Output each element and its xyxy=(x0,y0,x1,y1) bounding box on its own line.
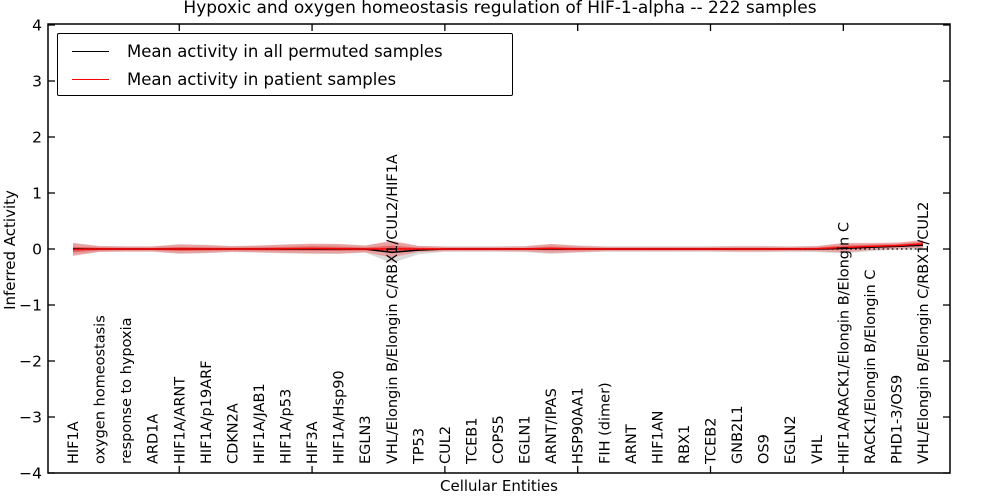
x-category-label: HIF1A xyxy=(66,421,82,464)
x-category-label: RACK1/Elongin B/Elongin C xyxy=(863,270,879,464)
y-tick-label: 2 xyxy=(32,129,42,147)
y-tick-label: 4 xyxy=(32,17,42,35)
y-tick-label: −2 xyxy=(19,353,42,371)
x-category-label: ARNT/IPAS xyxy=(544,388,560,464)
x-category-label: COPS5 xyxy=(491,415,507,464)
x-category-label: RBX1 xyxy=(677,425,693,464)
legend-line-permuted-icon xyxy=(72,50,109,52)
x-category-label: HIF1A/p19ARF xyxy=(199,360,215,464)
legend-item-permuted: Mean activity in all permuted samples xyxy=(58,37,512,65)
x-category-label: EGLN2 xyxy=(783,415,799,464)
x-category-label: VHL/Elongin B/Elongin C/RBX1/CUL2 xyxy=(916,202,932,464)
x-category-label: HIF3A xyxy=(305,421,321,464)
permuted-std-band xyxy=(73,241,923,263)
x-category-label: HIF1A/p53 xyxy=(279,389,295,464)
x-category-label: TCEB1 xyxy=(464,418,480,465)
x-category-label: PHD1-3/OS9 xyxy=(889,375,905,464)
x-category-label: HIF1A/JAB1 xyxy=(252,383,268,464)
x-category-label: ARNT xyxy=(624,424,640,464)
y-tick-label: −4 xyxy=(19,465,42,483)
y-tick-label: −3 xyxy=(19,409,42,427)
x-category-label: CUL2 xyxy=(438,426,454,464)
legend-item-patient: Mean activity in patient samples xyxy=(58,65,512,93)
legend: Mean activity in all permuted samples Me… xyxy=(57,33,513,96)
x-category-label: OS9 xyxy=(757,434,773,464)
x-category-label: VHL xyxy=(810,435,826,464)
x-category-label: HIF1A/ARNT xyxy=(172,377,188,464)
legend-line-patient-icon xyxy=(72,78,109,80)
y-tick-label: 3 xyxy=(32,73,42,91)
y-tick-label: 0 xyxy=(32,241,42,259)
legend-label-patient: Mean activity in patient samples xyxy=(127,69,397,89)
chart-title: Hypoxic and oxygen homeostasis regulatio… xyxy=(183,0,817,18)
x-category-label: HIF1A/RACK1/Elongin B/Elongin C xyxy=(836,222,852,464)
x-category-label: HSP90AA1 xyxy=(571,387,587,464)
x-category-label: HIF1AN xyxy=(650,410,666,464)
x-category-label: HIF1A/Hsp90 xyxy=(332,370,348,464)
y-tick-label: 1 xyxy=(32,185,42,203)
y-tick-label: −1 xyxy=(19,297,42,315)
x-axis-label: Cellular Entities xyxy=(440,477,558,495)
x-category-label: ARD1A xyxy=(146,414,162,464)
x-category-label: EGLN3 xyxy=(358,415,374,464)
patient-mean-line xyxy=(72,243,924,251)
x-category-label: TP53 xyxy=(411,428,427,465)
x-category-label: GNB2L1 xyxy=(730,405,746,464)
axes-border xyxy=(47,23,951,474)
legend-label-permuted: Mean activity in all permuted samples xyxy=(127,41,443,61)
x-category-label: FIH (dimer) xyxy=(597,382,613,464)
x-category-label: TCEB2 xyxy=(704,418,720,465)
x-category-label: response to hypoxia xyxy=(119,317,135,464)
x-category-label: EGLN1 xyxy=(518,415,534,464)
plot-generated-content: 4 3 2 1 0 −1 −2 −3 −4 HIF1A oxygen homeostasis resp… xyxy=(19,17,950,483)
x-category-label: VHL/Elongin B/Elongin C/RBX1/CUL2/HIF1A xyxy=(385,154,401,464)
x-category-label: oxygen homeostasis xyxy=(93,315,109,464)
x-category-label: CDKN2A xyxy=(225,403,241,464)
patient-sem-band xyxy=(73,242,923,253)
